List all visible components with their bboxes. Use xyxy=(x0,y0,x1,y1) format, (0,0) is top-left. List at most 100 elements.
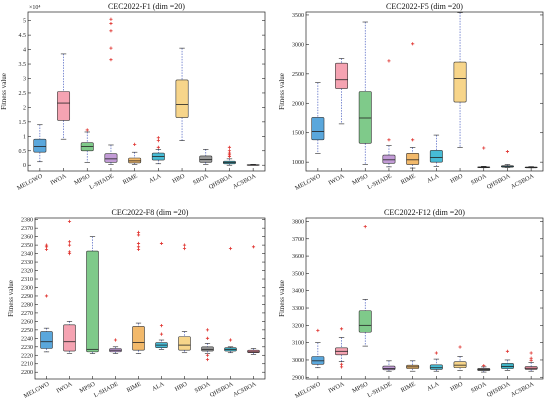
outlier-marker xyxy=(133,142,137,147)
y-tick-label: 3300 xyxy=(292,306,304,312)
y-tick-label: 5 xyxy=(23,19,26,25)
x-tick-label: ALA xyxy=(151,380,166,392)
y-tick-label: 2500 xyxy=(292,72,304,78)
y-tick-label: 3 xyxy=(23,76,26,82)
x-tick-label: IWOA xyxy=(55,380,74,394)
outlier-marker xyxy=(339,327,344,331)
outlier-marker xyxy=(505,149,510,154)
outlier-marker xyxy=(67,250,72,254)
y-tick-label: 2230 xyxy=(21,345,33,351)
box-qhsboa xyxy=(222,145,236,166)
x-tick-label: HBO xyxy=(171,172,186,185)
y-tick-label: 2340 xyxy=(21,252,33,258)
y-axis-label: Fitness value xyxy=(7,280,15,317)
box-melgwo xyxy=(311,328,325,369)
box-rime xyxy=(128,142,142,165)
y-tick-label: 2370 xyxy=(21,226,33,232)
outlier-marker xyxy=(387,138,391,142)
y-tick-label: 1.5 xyxy=(19,120,27,126)
box-body xyxy=(311,117,325,141)
box-hbo xyxy=(453,345,467,371)
box-iwoa xyxy=(63,219,76,354)
outlier-marker xyxy=(205,357,210,362)
x-tick-label: MELGWO xyxy=(294,380,322,399)
chart-panel-2: CEC2022-F5 (dim =20) Fitness value 1000 150… xyxy=(278,2,544,192)
y-tick-label: 3600 xyxy=(292,254,304,260)
box-body xyxy=(247,349,260,354)
y-axis-exponent: ×10⁴ xyxy=(29,5,40,11)
y-tick-label: 2300 xyxy=(21,285,33,291)
box-sboa xyxy=(477,146,491,169)
y-tick-label: 2260 xyxy=(21,319,33,325)
y-tick-label: 2000 xyxy=(292,101,304,107)
chart-panel-3: CEC2022-F8 (dim =20) Fitness value 2200 221… xyxy=(7,208,266,400)
box-l-shade xyxy=(382,360,396,372)
x-tick-label: ALA xyxy=(148,172,163,184)
y-tick-label: 2240 xyxy=(21,336,33,342)
outlier-marker xyxy=(136,241,141,246)
x-tick-label: RIME xyxy=(122,172,139,186)
outlier-marker xyxy=(205,353,210,357)
y-tick-label: 2200 xyxy=(21,370,33,376)
x-tick-label: RIME xyxy=(400,380,417,394)
outlier-marker xyxy=(227,149,232,153)
box-acsboa xyxy=(246,164,260,166)
box-mpso xyxy=(358,21,372,165)
x-tick-label: ACSBOA xyxy=(232,380,258,398)
y-axis-label: Fitness value xyxy=(278,73,286,110)
y-tick-label: 1000 xyxy=(292,160,304,166)
y-tick-label: 2250 xyxy=(21,328,33,334)
y-tick-label: 3500 xyxy=(292,271,304,277)
box-body xyxy=(453,61,467,103)
outlier-marker xyxy=(159,332,164,336)
x-tick-label: L-SHADE xyxy=(366,172,393,191)
x-tick-label: HBO xyxy=(449,380,464,393)
box-iwoa xyxy=(335,58,349,125)
outlier-marker xyxy=(67,219,72,223)
outlier-marker xyxy=(109,21,113,26)
y-tick-label: 2280 xyxy=(21,302,33,308)
outlier-marker xyxy=(109,29,113,33)
box-body xyxy=(40,331,53,349)
y-tick-label: 2900 xyxy=(292,375,304,381)
box-body xyxy=(453,361,467,369)
chart-title: CEC2022-F12 (dim =20) xyxy=(384,208,465,217)
outlier-marker xyxy=(67,243,72,247)
box-sboa xyxy=(201,328,214,362)
outlier-marker xyxy=(159,241,164,246)
y-tick-label: 0 xyxy=(23,163,26,169)
outlier-marker xyxy=(482,364,486,368)
x-tick-label: HBO xyxy=(449,172,464,185)
x-tick-label: IWOA xyxy=(49,172,68,186)
outlier-marker xyxy=(339,362,344,366)
box-body xyxy=(175,79,189,118)
outlier-marker xyxy=(316,328,320,333)
y-tick-label: 2.5 xyxy=(19,91,27,97)
box-iwoa xyxy=(57,53,71,140)
x-tick-label: MELGWO xyxy=(294,172,322,191)
y-tick-label: 2360 xyxy=(21,235,33,241)
y-axis-label: Fitness value xyxy=(0,73,8,110)
y-tick-label: 4.5 xyxy=(19,33,27,39)
box-mpso xyxy=(86,236,99,354)
chart-title: CEC2022-F8 (dim =20) xyxy=(112,208,189,217)
x-tick-label: RIME xyxy=(125,380,142,394)
outlier-marker xyxy=(67,240,72,244)
outlier-marker xyxy=(113,338,118,342)
outlier-marker xyxy=(411,42,415,46)
box-body xyxy=(335,62,349,89)
outlier-marker xyxy=(482,146,486,150)
x-tick-label: IWOA xyxy=(327,172,346,186)
box-ala xyxy=(429,351,443,372)
box-qhsboa xyxy=(224,246,237,354)
plot-frame xyxy=(305,11,544,172)
box-body xyxy=(500,363,514,369)
plot-frame xyxy=(34,217,266,380)
box-iwoa xyxy=(335,327,349,369)
box-body xyxy=(358,310,372,333)
outlier-marker xyxy=(44,294,49,298)
box-hbo xyxy=(175,47,189,141)
box-body xyxy=(63,324,76,352)
y-tick-label: 1 xyxy=(23,134,26,140)
y-tick-label: 2220 xyxy=(21,353,33,359)
